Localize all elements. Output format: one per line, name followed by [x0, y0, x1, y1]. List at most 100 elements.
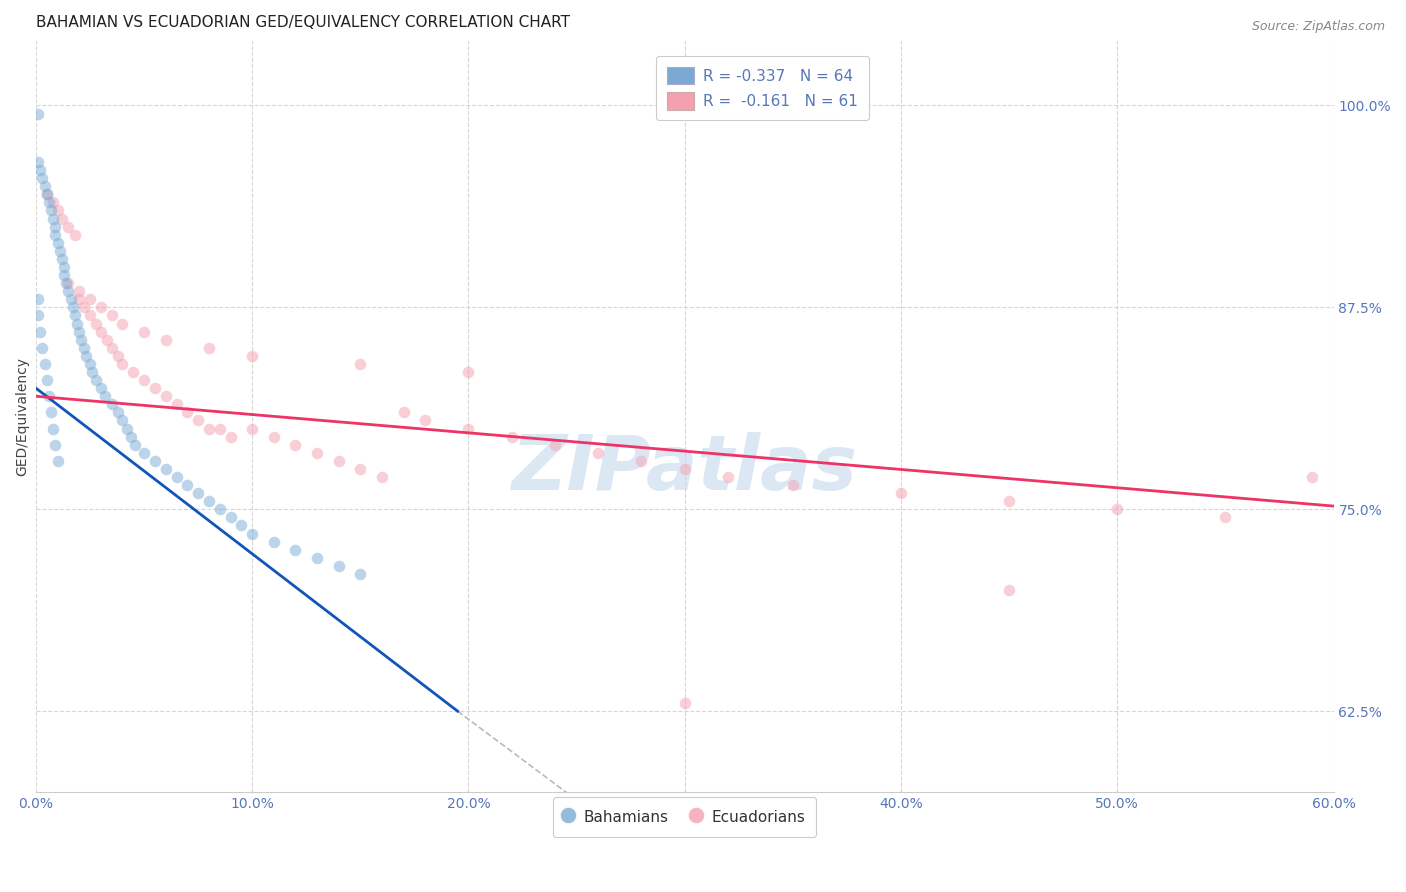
Legend: Bahamians, Ecuadorians: Bahamians, Ecuadorians: [554, 797, 815, 837]
Point: [51, 211, 73, 226]
Point: [176, 478, 198, 492]
Point: [31, 341, 53, 355]
Text: ZIPatlas: ZIPatlas: [512, 432, 858, 506]
Y-axis label: GED/Equivalency: GED/Equivalency: [15, 357, 30, 476]
Point: [44, 219, 66, 234]
Point: [70, 333, 93, 347]
Point: [349, 357, 371, 371]
Point: [231, 518, 253, 533]
Point: [349, 462, 371, 476]
Point: [240, 421, 263, 435]
Point: [38, 195, 60, 210]
Point: [31, 171, 53, 186]
Point: [27, 106, 49, 120]
Text: BAHAMIAN VS ECUADORIAN GED/EQUIVALENCY CORRELATION CHART: BAHAMIAN VS ECUADORIAN GED/EQUIVALENCY C…: [37, 15, 569, 30]
Point: [328, 558, 350, 573]
Point: [673, 696, 696, 710]
Point: [46, 203, 69, 218]
Point: [107, 405, 129, 419]
Point: [53, 268, 76, 282]
Point: [122, 365, 145, 379]
Point: [1107, 502, 1129, 516]
Point: [198, 341, 221, 355]
Point: [240, 526, 263, 541]
Point: [46, 454, 69, 468]
Point: [107, 349, 129, 363]
Point: [111, 413, 134, 427]
Point: [307, 550, 329, 565]
Point: [998, 583, 1021, 598]
Point: [72, 301, 94, 315]
Point: [34, 179, 56, 194]
Point: [501, 429, 523, 443]
Point: [100, 309, 122, 323]
Point: [998, 494, 1021, 508]
Point: [328, 454, 350, 468]
Point: [96, 333, 118, 347]
Point: [35, 187, 58, 202]
Point: [263, 429, 285, 443]
Point: [94, 389, 117, 403]
Point: [58, 285, 80, 299]
Point: [717, 470, 740, 484]
Point: [673, 462, 696, 476]
Point: [166, 470, 188, 484]
Point: [284, 542, 307, 557]
Point: [307, 446, 329, 460]
Point: [27, 293, 49, 307]
Point: [890, 486, 912, 500]
Point: [79, 293, 101, 307]
Point: [208, 502, 231, 516]
Point: [111, 357, 134, 371]
Point: [586, 446, 609, 460]
Point: [55, 276, 77, 290]
Point: [35, 373, 58, 387]
Point: [100, 397, 122, 411]
Point: [86, 373, 108, 387]
Point: [1215, 510, 1237, 524]
Point: [371, 470, 394, 484]
Point: [90, 301, 112, 315]
Point: [38, 389, 60, 403]
Point: [82, 365, 104, 379]
Point: [58, 219, 80, 234]
Point: [42, 421, 65, 435]
Point: [132, 325, 155, 339]
Point: [30, 163, 52, 178]
Point: [1301, 470, 1323, 484]
Point: [58, 276, 80, 290]
Point: [630, 454, 652, 468]
Point: [240, 349, 263, 363]
Point: [124, 438, 146, 452]
Point: [72, 341, 94, 355]
Point: [115, 421, 138, 435]
Point: [27, 309, 49, 323]
Point: [208, 421, 231, 435]
Point: [39, 405, 62, 419]
Point: [90, 325, 112, 339]
Point: [86, 317, 108, 331]
Point: [100, 341, 122, 355]
Point: [349, 566, 371, 581]
Point: [198, 421, 221, 435]
Point: [155, 389, 177, 403]
Point: [51, 252, 73, 266]
Point: [67, 285, 90, 299]
Point: [155, 462, 177, 476]
Point: [44, 227, 66, 242]
Point: [66, 317, 89, 331]
Point: [457, 421, 479, 435]
Point: [187, 486, 209, 500]
Point: [63, 309, 86, 323]
Point: [42, 195, 65, 210]
Point: [53, 260, 76, 274]
Point: [155, 333, 177, 347]
Point: [176, 405, 198, 419]
Point: [143, 454, 166, 468]
Point: [90, 381, 112, 395]
Point: [219, 510, 242, 524]
Point: [67, 293, 90, 307]
Point: [62, 301, 84, 315]
Point: [187, 413, 209, 427]
Point: [544, 438, 567, 452]
